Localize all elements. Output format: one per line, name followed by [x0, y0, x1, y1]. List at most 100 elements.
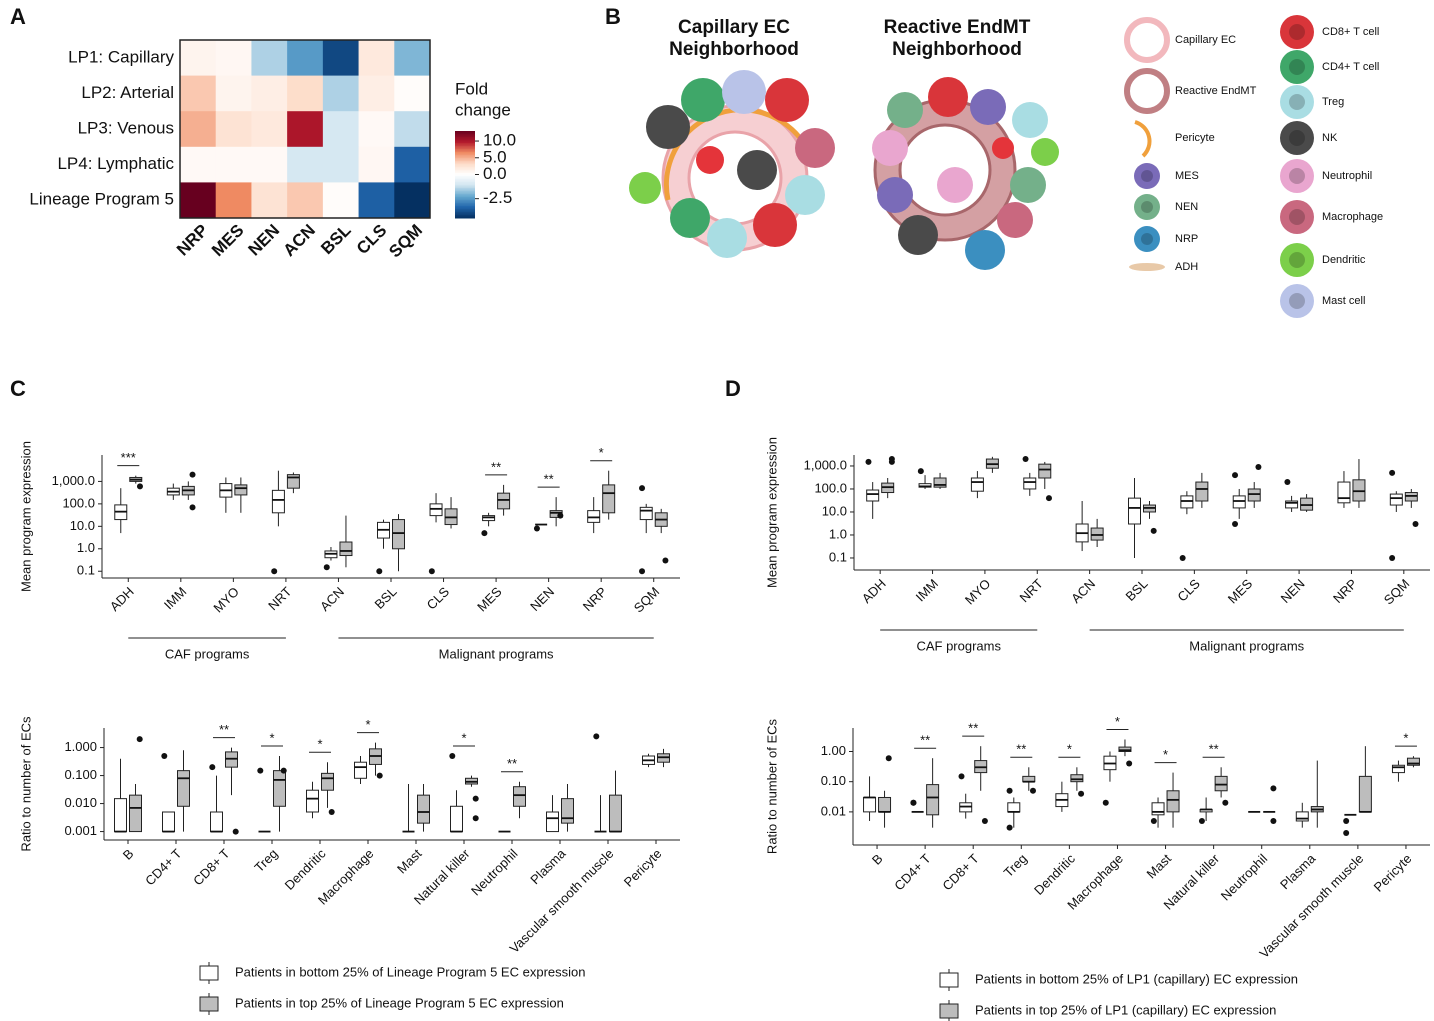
outlier	[1255, 464, 1262, 471]
outlier	[1150, 817, 1157, 824]
colorbar-step	[455, 162, 475, 165]
cell	[937, 167, 973, 203]
neighborhood-title: Reactive EndMT	[884, 17, 1031, 38]
cell	[887, 92, 923, 128]
cell	[722, 70, 766, 114]
heatmap-cell	[358, 182, 395, 219]
legend-icon-core	[1289, 24, 1305, 40]
colorbar-step	[455, 203, 475, 205]
outlier	[958, 773, 965, 780]
colorbar-step	[455, 143, 475, 145]
legend-icon	[1124, 68, 1170, 114]
heatmap-cell	[180, 75, 217, 112]
colorbar-step	[455, 194, 475, 196]
outlier	[1179, 554, 1186, 561]
legend-label: Reactive EndMT	[1175, 85, 1257, 97]
colorbar-title: change	[455, 100, 511, 119]
colorbar-step	[455, 135, 475, 138]
box	[177, 770, 190, 807]
cell	[877, 177, 913, 213]
outlier	[1006, 787, 1013, 794]
heatmap-cell	[394, 75, 431, 112]
neighborhood-title: Neighborhood	[892, 39, 1022, 60]
legend-icon	[1280, 50, 1314, 84]
outlier	[1343, 817, 1350, 824]
box	[129, 794, 142, 833]
outlier	[917, 468, 924, 475]
heatmap-cell	[215, 146, 252, 183]
colorbar-step	[455, 179, 475, 181]
outlier	[472, 815, 479, 822]
box	[1180, 495, 1194, 509]
box	[863, 796, 877, 813]
box	[1295, 811, 1309, 822]
outlier	[271, 568, 278, 575]
box	[970, 477, 984, 492]
significance: *	[1403, 731, 1408, 746]
panel-label: C	[10, 376, 26, 401]
box	[546, 811, 559, 833]
heatmap-cell	[287, 146, 324, 183]
colorbar-step	[455, 209, 475, 211]
box	[513, 786, 526, 807]
outlier	[1006, 824, 1013, 831]
colorbar-step	[455, 150, 475, 153]
cell	[997, 202, 1033, 238]
neighborhood-title: Neighborhood	[669, 39, 799, 60]
outlier	[1270, 785, 1277, 792]
x-tick-label: MES	[1225, 576, 1256, 607]
outlier	[593, 733, 600, 740]
heatmap-cell	[251, 111, 288, 148]
cell	[1012, 102, 1048, 138]
box	[1038, 463, 1052, 479]
colorbar-step	[455, 152, 475, 154]
colorbar-step	[455, 195, 475, 198]
significance: *	[365, 717, 370, 732]
cell	[965, 230, 1005, 270]
neighborhood-endmt	[872, 77, 1059, 270]
outlier	[1126, 760, 1133, 767]
heatmap-cell	[180, 40, 217, 77]
legend-label: Capillary EC	[1175, 34, 1236, 46]
neighborhood-capillary	[629, 70, 835, 258]
outlier	[1389, 469, 1396, 476]
outlier	[1232, 472, 1239, 479]
heatmap-cell	[215, 111, 252, 148]
significance: *	[461, 730, 466, 745]
legend-icon	[1280, 121, 1314, 155]
panel-label: D	[725, 376, 741, 401]
box	[1007, 802, 1021, 813]
box	[234, 484, 248, 496]
legend-label: CD8+ T cell	[1322, 26, 1379, 38]
x-tick-label: B	[869, 851, 886, 868]
box	[339, 541, 353, 557]
colorbar-step	[455, 182, 475, 184]
colorbar-step	[455, 186, 475, 189]
legend-swatch	[939, 1003, 959, 1019]
heatmap-cell	[322, 40, 360, 77]
colorbar-step	[455, 213, 475, 216]
colorbar-step	[455, 204, 475, 207]
legend-icon-core	[1141, 201, 1153, 213]
legend-icon	[1124, 17, 1170, 63]
legend-label: ADH	[1175, 261, 1198, 273]
legend-label: NK	[1322, 132, 1338, 144]
cell	[928, 77, 968, 117]
significance: *	[599, 445, 604, 460]
box	[1391, 764, 1405, 774]
y-tick-label: 0.01	[821, 803, 846, 818]
box	[602, 484, 616, 514]
colorbar-step	[455, 200, 475, 202]
colorbar-step	[455, 141, 475, 144]
outlier	[323, 564, 330, 571]
x-tick-label: Plasma	[527, 845, 569, 887]
x-tick-label: Mast	[1144, 851, 1175, 882]
row-label: LP3: Venous	[78, 118, 174, 137]
row-label: LP1: Capillary	[68, 47, 174, 66]
legend-icon-core	[1141, 233, 1153, 245]
colorbar-step	[455, 165, 475, 168]
outlier	[1270, 817, 1277, 824]
x-tick-label: Mast	[394, 846, 425, 877]
cell	[795, 128, 835, 168]
